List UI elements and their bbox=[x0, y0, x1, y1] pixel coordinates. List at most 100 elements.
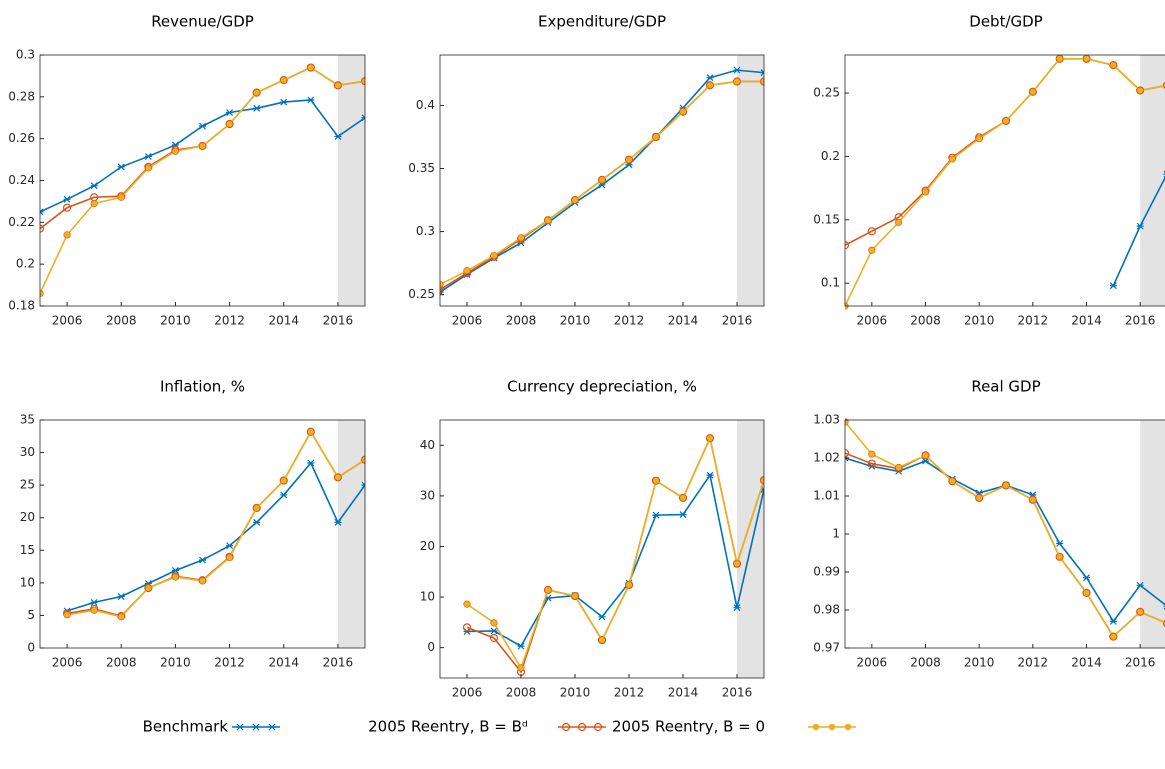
marker bbox=[117, 613, 125, 621]
marker bbox=[225, 120, 234, 128]
marker bbox=[280, 98, 288, 106]
series-line bbox=[66, 430, 365, 618]
marker bbox=[760, 77, 764, 86]
marker bbox=[117, 163, 125, 171]
y-tick-label: 0.98 bbox=[813, 603, 840, 617]
marker bbox=[489, 633, 499, 643]
y-tick-label: 0.4 bbox=[416, 98, 435, 112]
marker bbox=[1056, 540, 1064, 547]
x-tick-label: 2012 bbox=[1018, 314, 1049, 328]
marker bbox=[706, 434, 714, 442]
marker bbox=[253, 89, 261, 97]
marker bbox=[463, 600, 471, 608]
series-line bbox=[845, 452, 1165, 638]
marker bbox=[490, 251, 498, 260]
plot-area bbox=[440, 55, 764, 306]
marker bbox=[1029, 496, 1037, 504]
axes-box bbox=[39, 419, 366, 649]
marker bbox=[1109, 617, 1117, 625]
x-tick-label: 2012 bbox=[1018, 656, 1049, 670]
marker bbox=[199, 556, 206, 564]
y-tick-label: 0.97 bbox=[813, 641, 840, 655]
marker bbox=[90, 606, 98, 614]
marker bbox=[361, 481, 365, 489]
marker bbox=[198, 577, 207, 585]
y-tick-label: 0.2 bbox=[16, 257, 35, 271]
marker bbox=[706, 74, 714, 82]
y-tick-label: 20 bbox=[420, 539, 435, 553]
series-line bbox=[466, 473, 764, 648]
marker bbox=[867, 459, 876, 468]
marker bbox=[144, 153, 152, 160]
marker bbox=[490, 627, 498, 635]
y-tick-label: 10 bbox=[20, 575, 35, 589]
marker bbox=[361, 77, 365, 85]
marker bbox=[361, 456, 365, 464]
marker bbox=[307, 428, 315, 436]
x-tick-label: 2012 bbox=[214, 314, 245, 328]
marker bbox=[63, 611, 71, 619]
marker bbox=[171, 147, 180, 155]
legend-marker bbox=[577, 722, 587, 732]
marker bbox=[517, 664, 525, 672]
marker bbox=[171, 573, 180, 581]
x-tick-label: 2012 bbox=[614, 686, 645, 700]
y-tick-label: 0.26 bbox=[8, 131, 35, 145]
marker bbox=[90, 182, 98, 190]
marker bbox=[733, 604, 741, 612]
marker bbox=[544, 216, 552, 224]
marker bbox=[1136, 86, 1144, 95]
x-tick-label: 2006 bbox=[52, 314, 83, 328]
marker bbox=[948, 155, 956, 163]
marker bbox=[625, 581, 633, 589]
chart-title: Inflation, % bbox=[160, 378, 245, 396]
y-tick-label: 0.1 bbox=[821, 276, 840, 290]
y-tick-label: 20 bbox=[20, 510, 35, 524]
y-tick-label: 0.35 bbox=[408, 161, 435, 175]
x-tick-label: 2014 bbox=[1071, 314, 1102, 328]
marker bbox=[361, 114, 365, 122]
marker bbox=[1136, 581, 1144, 589]
y-tick-label: 5 bbox=[27, 608, 35, 622]
x-tick-label: 2010 bbox=[160, 314, 191, 328]
marker bbox=[334, 518, 342, 526]
x-tick-label: 2010 bbox=[964, 314, 995, 328]
y-tick-label: 0 bbox=[27, 641, 35, 655]
legend-marker bbox=[252, 723, 260, 731]
chart-title: Debt/GDP bbox=[969, 13, 1042, 31]
axes-box bbox=[439, 54, 765, 307]
y-tick-label: 0.3 bbox=[416, 224, 435, 238]
x-tick-label: 2010 bbox=[964, 656, 995, 670]
marker bbox=[1136, 608, 1144, 616]
marker bbox=[652, 511, 660, 519]
plot-area bbox=[845, 418, 1165, 648]
legend-marker bbox=[236, 723, 244, 731]
marker bbox=[462, 623, 472, 632]
marker bbox=[253, 104, 261, 112]
shaded-region bbox=[337, 55, 365, 306]
marker bbox=[62, 203, 72, 212]
x-tick-label: 2006 bbox=[857, 656, 888, 670]
legend-marker bbox=[812, 723, 820, 731]
marker bbox=[440, 285, 445, 294]
marker bbox=[921, 188, 930, 196]
series-line bbox=[66, 461, 365, 612]
series-line bbox=[66, 430, 365, 617]
legend-marker bbox=[844, 723, 852, 731]
marker bbox=[679, 511, 687, 519]
marker bbox=[334, 473, 342, 481]
x-tick-label: 2008 bbox=[106, 314, 137, 328]
marker bbox=[280, 76, 288, 84]
marker bbox=[1082, 55, 1091, 63]
marker bbox=[922, 457, 929, 465]
marker bbox=[1029, 88, 1037, 96]
marker bbox=[280, 476, 288, 485]
y-tick-label: 0.28 bbox=[8, 89, 35, 103]
marker bbox=[1109, 632, 1117, 641]
axes-box bbox=[844, 419, 1165, 649]
x-tick-label: 2014 bbox=[268, 314, 299, 328]
shaded-region bbox=[1140, 420, 1165, 648]
y-tick-label: 1.03 bbox=[813, 413, 840, 427]
marker bbox=[1136, 222, 1144, 230]
